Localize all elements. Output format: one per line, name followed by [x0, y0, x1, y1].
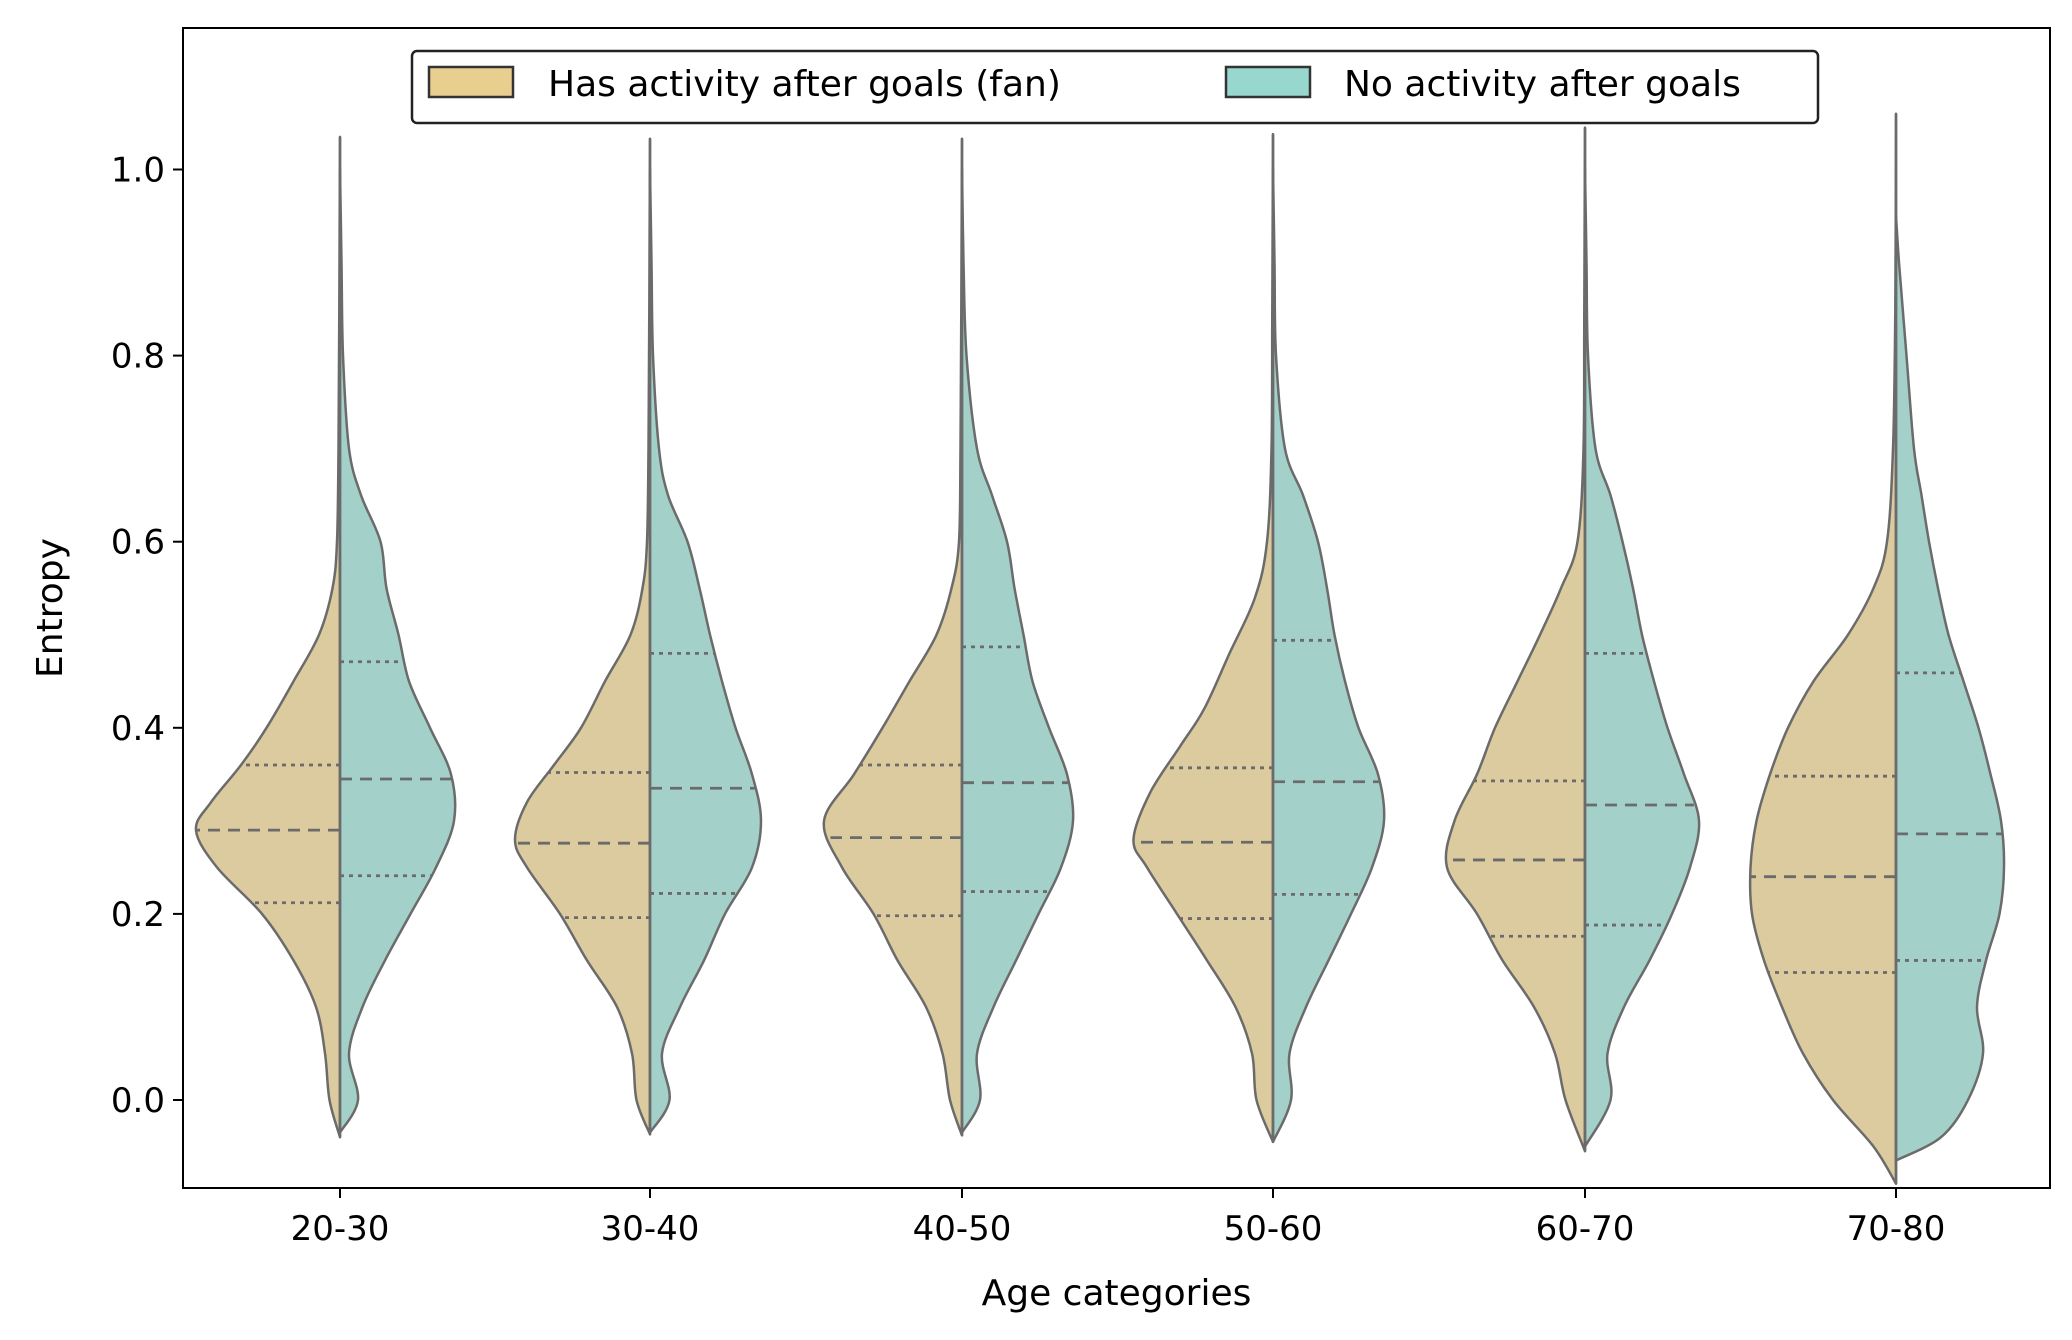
x-tick-label: 40-50	[913, 1209, 1012, 1249]
violin-60-70-left	[1444, 126, 1587, 1153]
violin-70-80-right	[1894, 214, 2006, 1162]
violin-20-30-left	[194, 135, 342, 1139]
y-axis-label: Entropy	[30, 538, 71, 678]
x-axis-label: Age categories	[982, 1273, 1252, 1314]
x-tick-label: 30-40	[601, 1209, 700, 1249]
legend-frame	[410, 49, 1820, 125]
x-tick-label: 70-80	[1847, 1209, 1946, 1249]
y-tick-label: 0.8	[111, 337, 165, 377]
violin-40-50-left	[822, 137, 964, 1137]
plot-area-frame	[182, 27, 2051, 1189]
quartile-lines-layer	[196, 638, 2002, 974]
violin-50-60-right	[1271, 168, 1386, 1144]
y-tick-label: 0.6	[111, 523, 165, 563]
violin-30-40-right	[648, 168, 763, 1134]
legend-swatch-fan	[427, 65, 515, 99]
violin-60-70-right	[1583, 168, 1701, 1148]
violin-20-30-right	[338, 168, 457, 1134]
x-axis: 20-30 30-40 40-50 50-60 60-70 70-80	[291, 1188, 1946, 1249]
violin-50-60-left	[1132, 132, 1275, 1144]
x-tick-label: 20-30	[291, 1209, 390, 1249]
violin-40-50-right	[960, 168, 1075, 1134]
legend-swatch-no-activity	[1224, 65, 1312, 99]
violin-30-40-left	[513, 137, 652, 1136]
legend-label-no-activity: No activity after goals	[1344, 64, 1741, 105]
y-tick-label: 0.2	[111, 895, 165, 935]
x-tick-label: 60-70	[1536, 1209, 1635, 1249]
y-tick-label: 0.4	[111, 709, 165, 749]
legend-label-fan: Has activity after goals (fan)	[548, 64, 1061, 105]
y-axis: 0.0 0.2 0.4 0.6 0.8 1.0	[111, 151, 183, 1121]
y-tick-label: 1.0	[111, 151, 165, 191]
y-tick-label: 0.0	[111, 1081, 165, 1121]
legend: Has activity after goals (fan) No activi…	[410, 49, 1820, 125]
x-tick-label: 50-60	[1224, 1209, 1323, 1249]
violin-70-80-left	[1748, 112, 1898, 1185]
violin-layer	[194, 112, 2006, 1185]
